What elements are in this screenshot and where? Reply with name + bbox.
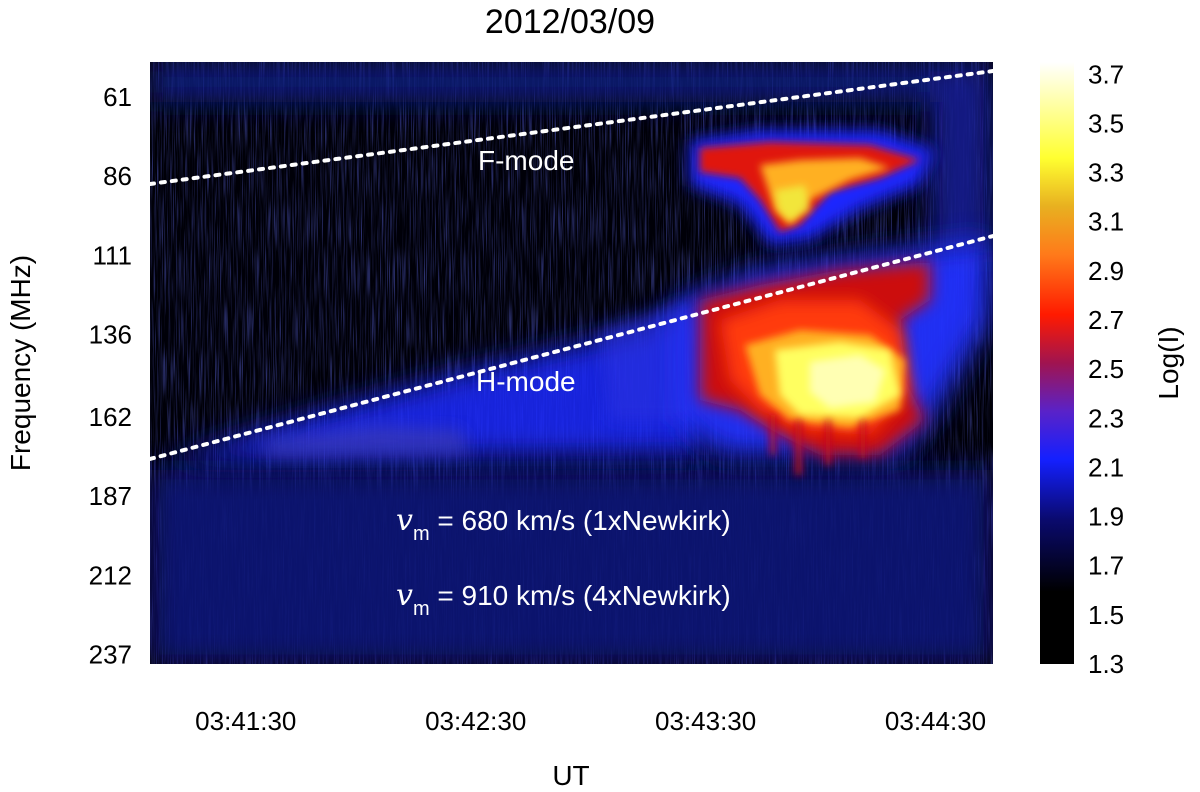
x-tick-label: 03:43:30 xyxy=(655,706,756,736)
colorbar-tick-label: 1.3 xyxy=(1088,649,1124,679)
colorbar-tick-label: 2.3 xyxy=(1088,403,1124,433)
colorbar-tick-label: 2.7 xyxy=(1088,305,1124,335)
speed-annotation-1: vm = 680 km/s (1xNewkirk) xyxy=(396,503,731,545)
x-tick-label: 03:41:30 xyxy=(195,706,296,736)
colorbar-tick-label: 2.5 xyxy=(1088,354,1124,384)
colorbar-tick-label: 3.3 xyxy=(1088,158,1124,188)
colorbar-tick-label: 3.7 xyxy=(1088,59,1124,89)
colorbar-tick-label: 1.9 xyxy=(1088,502,1124,532)
y-tick-label: 212 xyxy=(89,560,132,590)
colorbar: 1.31.51.71.92.12.32.52.72.93.13.33.53.7 … xyxy=(1040,59,1184,679)
colorbar-tick-label: 3.1 xyxy=(1088,207,1124,237)
speed-annotation-2: vm = 910 km/s (4xNewkirk) xyxy=(396,578,731,620)
speed-2-subscript: m xyxy=(413,598,430,620)
x-tick-label: 03:42:30 xyxy=(425,706,526,736)
colorbar-tick-labels: 1.3 1.5 1.7 1.9 2.1 2.3 2.5 2.7 2.9 3.1 3.3 3.5 3.7 xyxy=(1088,59,1124,679)
colorbar-tick-label: 2.9 xyxy=(1088,256,1124,286)
colorbar-label: Log(I) xyxy=(1153,326,1184,399)
chart-title: 2012/03/09 xyxy=(485,3,655,41)
y-tick-label: 61 xyxy=(103,82,132,112)
speed-1-subscript: m xyxy=(413,523,430,545)
y-axis-label: Frequency (MHz) xyxy=(5,255,36,471)
colorbar-tick-label: 2.1 xyxy=(1088,452,1124,482)
y-tick-label: 136 xyxy=(89,319,132,349)
speed-1-symbol: v xyxy=(396,503,413,538)
f-mode-fit-line xyxy=(150,69,993,186)
y-tick-label: 187 xyxy=(89,481,132,511)
colorbar-tick-label: 1.7 xyxy=(1088,551,1124,581)
x-axis-label: UT xyxy=(552,760,589,791)
y-tick-labels: 61 86 111 136 162 187 212 237 xyxy=(89,82,132,670)
colorbar-tick-label: 1.5 xyxy=(1088,600,1124,630)
h-mode-label: H-mode xyxy=(476,366,576,397)
speed-1-text: = 680 km/s (1xNewkirk) xyxy=(430,505,731,536)
speed-2-text: = 910 km/s (4xNewkirk) xyxy=(430,580,731,611)
f-mode-burst xyxy=(690,130,935,245)
x-tick-label: 03:44:30 xyxy=(885,706,986,736)
background-emission xyxy=(150,62,993,664)
h-mode-burst xyxy=(680,240,990,475)
h-mode-fit-line xyxy=(150,234,993,461)
plot-area: F-mode H-mode vm = 680 km/s (1xNewkirk) … xyxy=(150,62,993,664)
y-tick-label: 86 xyxy=(103,161,132,191)
f-mode-label: F-mode xyxy=(478,145,574,176)
y-tick-label: 111 xyxy=(92,240,132,270)
speed-2-symbol: v xyxy=(396,578,413,613)
y-tick-label: 162 xyxy=(89,402,132,432)
x-tick-labels: 03:41:30 03:42:30 03:43:30 03:44:30 xyxy=(195,706,986,736)
y-tick-label: 237 xyxy=(89,639,132,669)
colorbar-tick-label: 3.5 xyxy=(1088,108,1124,138)
colorbar-gradient xyxy=(1040,62,1074,664)
fit-lines xyxy=(150,69,993,461)
